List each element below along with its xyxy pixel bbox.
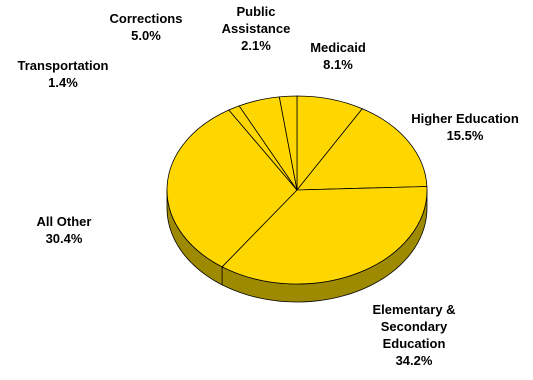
label-higher-education-value: 15.5% bbox=[446, 128, 484, 143]
label-transportation-name: Transportation bbox=[17, 58, 109, 73]
pie-slice-3 bbox=[166, 109, 298, 268]
label-public-assistance-line2: Assistance bbox=[221, 21, 291, 36]
label-corrections: Corrections 5.0% bbox=[96, 10, 196, 44]
pie-slice-6 bbox=[278, 95, 298, 191]
label-elementary-line2: Secondary bbox=[380, 319, 448, 334]
label-higher-education: Higher Education 15.5% bbox=[401, 110, 529, 144]
label-elementary-line3: Education bbox=[382, 336, 446, 351]
label-public-assistance-line1: Public bbox=[236, 4, 276, 19]
label-all-other: All Other 30.4% bbox=[24, 213, 104, 247]
label-elementary-value: 34.2% bbox=[395, 353, 433, 368]
label-all-other-name: All Other bbox=[36, 214, 92, 229]
pie-slice-1 bbox=[296, 108, 428, 191]
label-medicaid: Medicaid 8.1% bbox=[293, 39, 383, 73]
label-higher-education-name: Higher Education bbox=[411, 111, 519, 126]
label-elementary-secondary: Elementary & Secondary Education 34.2% bbox=[360, 301, 468, 369]
label-transportation: Transportation 1.4% bbox=[4, 57, 122, 91]
label-public-assistance: Public Assistance 2.1% bbox=[211, 3, 301, 54]
label-elementary-line1: Elementary & bbox=[372, 302, 456, 317]
label-public-assistance-value: 2.1% bbox=[241, 38, 271, 53]
label-all-other-value: 30.4% bbox=[45, 231, 83, 246]
label-medicaid-name: Medicaid bbox=[310, 40, 366, 55]
label-corrections-name: Corrections bbox=[109, 11, 183, 26]
label-transportation-value: 1.4% bbox=[48, 75, 78, 90]
label-medicaid-value: 8.1% bbox=[323, 57, 353, 72]
label-corrections-value: 5.0% bbox=[131, 28, 161, 43]
pie-slice-2 bbox=[221, 186, 428, 285]
